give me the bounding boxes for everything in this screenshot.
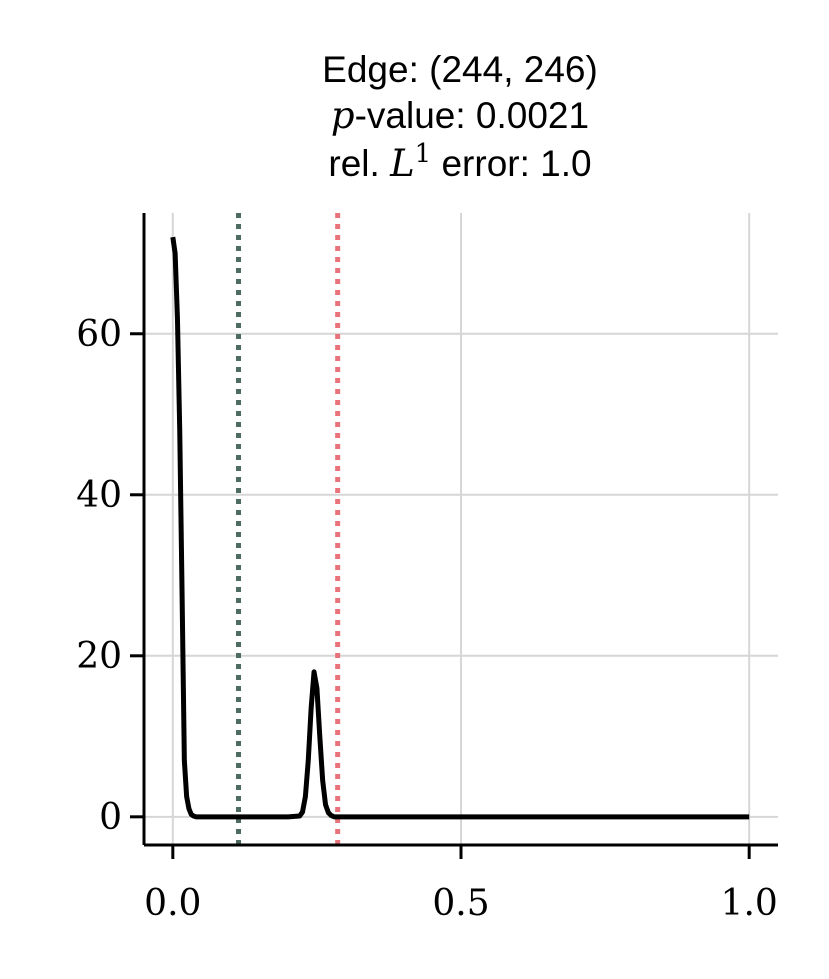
error-text: error: 1.0 <box>431 143 591 184</box>
y-tick-label-1: 20 <box>76 636 122 677</box>
error-variable: L <box>389 142 415 185</box>
chart-title-edge: Edge: (244, 246) <box>322 49 598 90</box>
series <box>170 236 750 820</box>
x-tick-label-0: 0.0 <box>144 883 201 924</box>
pvalue-text: -value: 0.0021 <box>355 95 590 136</box>
chart-title-pvalue: p-value: 0.0021 <box>331 94 589 137</box>
grid <box>144 213 778 845</box>
y-tick-label-3: 60 <box>76 314 122 355</box>
chart-title-error: rel. L1 error: 1.0 <box>328 139 591 185</box>
ticks: 0.0 0.5 1.0 0 20 40 60 <box>76 314 778 924</box>
error-prefix: rel. <box>328 143 390 184</box>
y-tick-label-0: 0 <box>99 797 122 838</box>
x-tick-label-1: 0.5 <box>432 883 489 924</box>
x-tick-label-2: 1.0 <box>721 883 778 924</box>
series-line-0 <box>170 236 750 820</box>
y-tick-label-2: 40 <box>76 475 122 516</box>
pvalue-variable: p <box>331 94 355 137</box>
error-superscript: 1 <box>415 139 432 169</box>
